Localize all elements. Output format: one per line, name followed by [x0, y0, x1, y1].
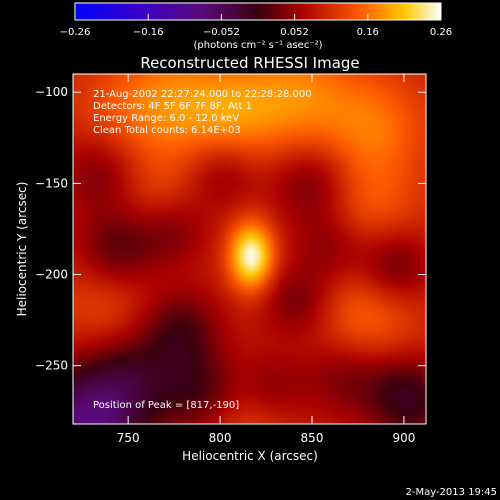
x-axis-label: Heliocentric X (arcsec)	[182, 449, 318, 463]
peak-position-label: Position of Peak = [817,-190]	[93, 400, 239, 411]
colorbar-tick-label: −0.16	[133, 27, 164, 38]
plot-frame	[72, 73, 427, 425]
info-line-counts: Clean Total counts: 6.14E+03	[93, 125, 241, 136]
image-plot-area	[73, 74, 426, 424]
info-line-time: 21-Aug-2002 22:27:24.000 to 22:28:28.000	[93, 89, 312, 100]
x-tick-label: 800	[209, 431, 232, 445]
info-line-energy: Energy Range: 6.0 - 12.0 keV	[93, 113, 239, 124]
colorbar: −0.26 −0.16 −0.052 0.052 0.16 0.26 (photons c…	[60, 2, 452, 51]
colorbar-unit-label: (photons cm⁻² s⁻¹ asec⁻²)	[193, 40, 322, 51]
colorbar-tick-label: −0.26	[60, 27, 91, 38]
y-tick-label: −250	[35, 359, 68, 373]
axis-ticks: 750 800 850 900 −100 −150 −200 −250	[35, 74, 426, 445]
x-tick-label: 900	[392, 431, 415, 445]
y-tick-label: −200	[35, 268, 68, 282]
colorbar-tick-label: −0.052	[203, 27, 240, 38]
footer-date: 2-May-2013 19:45	[405, 487, 497, 498]
chart-title: Reconstructed RHESSI Image	[140, 54, 359, 72]
y-tick-label: −100	[35, 85, 68, 99]
info-line-detectors: Detectors: 4F 5F 6F 7F 8F, Att 1	[93, 101, 252, 112]
colorbar-tick-label: 0.16	[357, 27, 379, 38]
y-axis-label: Heliocentric Y (arcsec)	[15, 182, 29, 317]
x-tick-label: 850	[301, 431, 324, 445]
y-tick-label: −150	[35, 176, 68, 190]
colorbar-gradient	[74, 2, 442, 21]
info-text-block: 21-Aug-2002 22:27:24.000 to 22:28:28.000…	[93, 89, 312, 411]
x-tick-label: 750	[117, 431, 140, 445]
colorbar-tick-label: 0.26	[430, 27, 452, 38]
colorbar-ticks: −0.26 −0.16 −0.052 0.052 0.16 0.26	[60, 14, 452, 38]
colorbar-tick-label: 0.052	[280, 27, 309, 38]
heatmap-image	[73, 74, 426, 424]
